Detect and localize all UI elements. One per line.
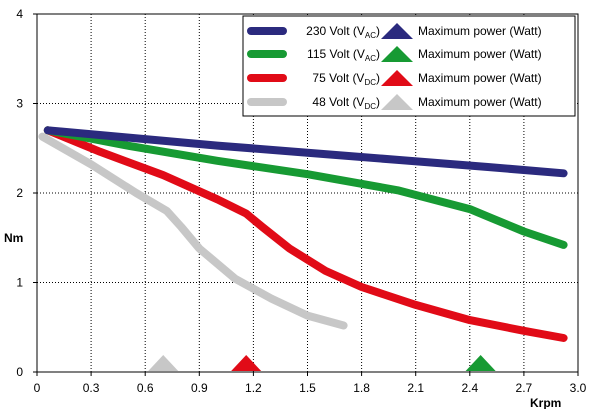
x-axis-label: Krpm (530, 396, 561, 409)
x-tick-label: 2.1 (407, 381, 424, 395)
x-tick-label: 3.0 (570, 381, 587, 395)
y-axis-label: Nm (4, 231, 23, 245)
max-power-marker (465, 355, 496, 371)
legend-triangle (381, 94, 413, 110)
legend-label: 115 Volt (VAC) (307, 47, 380, 63)
y-tick-label: 1 (16, 276, 23, 290)
legend-item: 115 Volt (VAC) Maximum power (Watt) (247, 46, 542, 63)
legend-triangle (381, 46, 413, 62)
legend-item: 48 Volt (VDC) Maximum power (Watt) (247, 94, 542, 111)
legend-triangle (381, 23, 413, 39)
legend-marker-label: Maximum power (Watt) (418, 71, 542, 85)
series-line-230 (43, 126, 568, 178)
x-tick-label: 1.2 (245, 381, 262, 395)
legend-item: 75 Volt (VDC) Maximum power (Watt) (247, 70, 542, 87)
x-tick-label: 1.8 (353, 381, 370, 395)
y-tick-label: 4 (16, 7, 23, 21)
max-power-marker (231, 355, 262, 371)
legend: 230 Volt (VAC) Maximum power (Watt)115 Vo… (242, 15, 576, 117)
legend-label: 48 Volt (VDC) (312, 95, 380, 111)
max-power-marker (148, 355, 179, 371)
legend-marker-label: Maximum power (Watt) (418, 47, 542, 61)
y-tick-label: 2 (16, 186, 23, 200)
x-tick-label: 0.6 (137, 381, 154, 395)
legend-label: 230 Volt (VAC) (306, 24, 380, 40)
y-tick-label: 3 (16, 97, 23, 111)
max-power-markers (148, 355, 496, 371)
x-tick-label: 0.3 (83, 381, 100, 395)
legend-box (242, 15, 576, 117)
series-line-115 (43, 126, 568, 249)
legend-marker-label: Maximum power (Watt) (418, 24, 542, 38)
x-tick-label: 0.9 (191, 381, 208, 395)
legend-item: 230 Volt (VAC) Maximum power (Watt) (247, 23, 542, 40)
x-tick-label: 2.7 (516, 381, 533, 395)
series-line-75 (43, 126, 568, 342)
y-tick-label: 0 (16, 365, 23, 379)
legend-label: 75 Volt (VDC) (312, 71, 380, 87)
x-tick-label: 1.5 (299, 381, 316, 395)
series-lines (38, 126, 568, 342)
series-line-48 (38, 132, 348, 330)
axis-ticks: 0 0.3 0.6 0.9 1.2 1.5 1.8 2.1 2.4 2.7 3.0 0 1 2 3 4 (16, 7, 586, 395)
x-tick-label: 0 (34, 381, 41, 395)
legend-triangle (381, 70, 413, 86)
legend-marker-label: Maximum power (Watt) (418, 95, 542, 109)
x-tick-label: 2.4 (461, 381, 478, 395)
